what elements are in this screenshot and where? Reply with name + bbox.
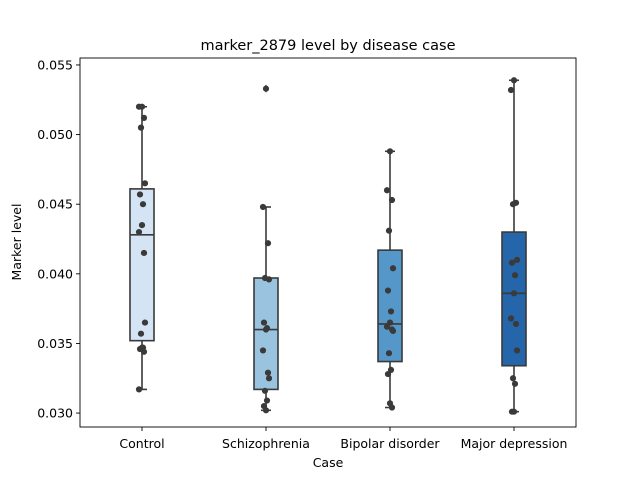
- data-point: [510, 77, 518, 84]
- data-point: [512, 320, 520, 328]
- box-1: [129, 105, 155, 391]
- plot-area: [79, 57, 577, 428]
- data-point: [264, 369, 272, 376]
- data-point: [383, 187, 391, 194]
- data-point: [137, 124, 145, 131]
- data-point: [385, 227, 393, 234]
- data-point: [262, 326, 270, 333]
- data-point: [509, 201, 517, 208]
- data-point: [511, 380, 519, 387]
- data-point: [260, 319, 268, 326]
- box-2: [253, 84, 279, 412]
- data-point: [141, 319, 149, 326]
- box-4: [501, 79, 527, 413]
- data-point: [509, 375, 517, 382]
- data-point: [261, 387, 269, 394]
- data-point: [141, 180, 149, 187]
- points-layer: [135, 77, 521, 415]
- data-point: [259, 347, 267, 354]
- data-point: [508, 259, 516, 266]
- data-point: [136, 191, 144, 198]
- box-iqr: [501, 231, 527, 367]
- data-point: [140, 114, 148, 121]
- y-axis: 0.030 0.035 0.040 0.045 0.050 0.055: [37, 57, 80, 421]
- data-point: [387, 308, 395, 315]
- data-point: [259, 203, 267, 211]
- y-tick-label: 0.045: [37, 197, 73, 212]
- y-tick-label: 0.030: [37, 406, 73, 421]
- data-point: [137, 330, 145, 337]
- chart-title: marker_2879 level by disease case: [201, 38, 456, 54]
- box-iqr: [377, 249, 403, 363]
- data-point: [140, 348, 148, 355]
- boxes-layer: [129, 79, 527, 413]
- data-point: [135, 228, 143, 236]
- data-point: [513, 256, 521, 264]
- data-point: [383, 323, 391, 330]
- data-point: [513, 347, 521, 354]
- data-point: [389, 327, 397, 335]
- data-point: [388, 196, 396, 204]
- x-axis-label: Case: [313, 455, 344, 470]
- data-point: [265, 276, 273, 283]
- data-point: [510, 408, 518, 415]
- x-tick-label: Bipolar disorder: [340, 436, 440, 451]
- y-tick-label: 0.035: [37, 336, 73, 351]
- x-tick-label: Major depression: [461, 436, 568, 451]
- x-tick-label: Control: [119, 436, 164, 451]
- data-point: [265, 375, 273, 382]
- data-point: [135, 103, 143, 110]
- data-point: [388, 404, 396, 411]
- data-point: [262, 85, 270, 92]
- data-point: [262, 407, 270, 414]
- data-point: [384, 287, 392, 294]
- data-point: [264, 240, 272, 247]
- y-tick-label: 0.055: [37, 57, 73, 72]
- data-point: [140, 249, 148, 257]
- y-tick-label: 0.050: [37, 127, 73, 142]
- box-iqr: [129, 188, 155, 342]
- data-point: [138, 221, 146, 229]
- data-point: [389, 265, 397, 272]
- y-tick-label: 0.040: [37, 266, 73, 281]
- data-point: [263, 397, 271, 404]
- data-point: [386, 148, 394, 155]
- x-tick-label: Schizophrenia: [222, 436, 310, 451]
- data-point: [385, 350, 393, 357]
- data-point: [507, 86, 515, 94]
- y-axis-label: Marker level: [9, 204, 24, 281]
- data-point: [384, 370, 392, 378]
- data-point: [510, 290, 518, 297]
- data-point: [135, 386, 143, 393]
- data-point: [139, 201, 147, 208]
- data-point: [511, 272, 519, 279]
- x-axis: Control Schizophrenia Bipolar disorder Majo…: [119, 427, 567, 451]
- data-point: [507, 315, 515, 322]
